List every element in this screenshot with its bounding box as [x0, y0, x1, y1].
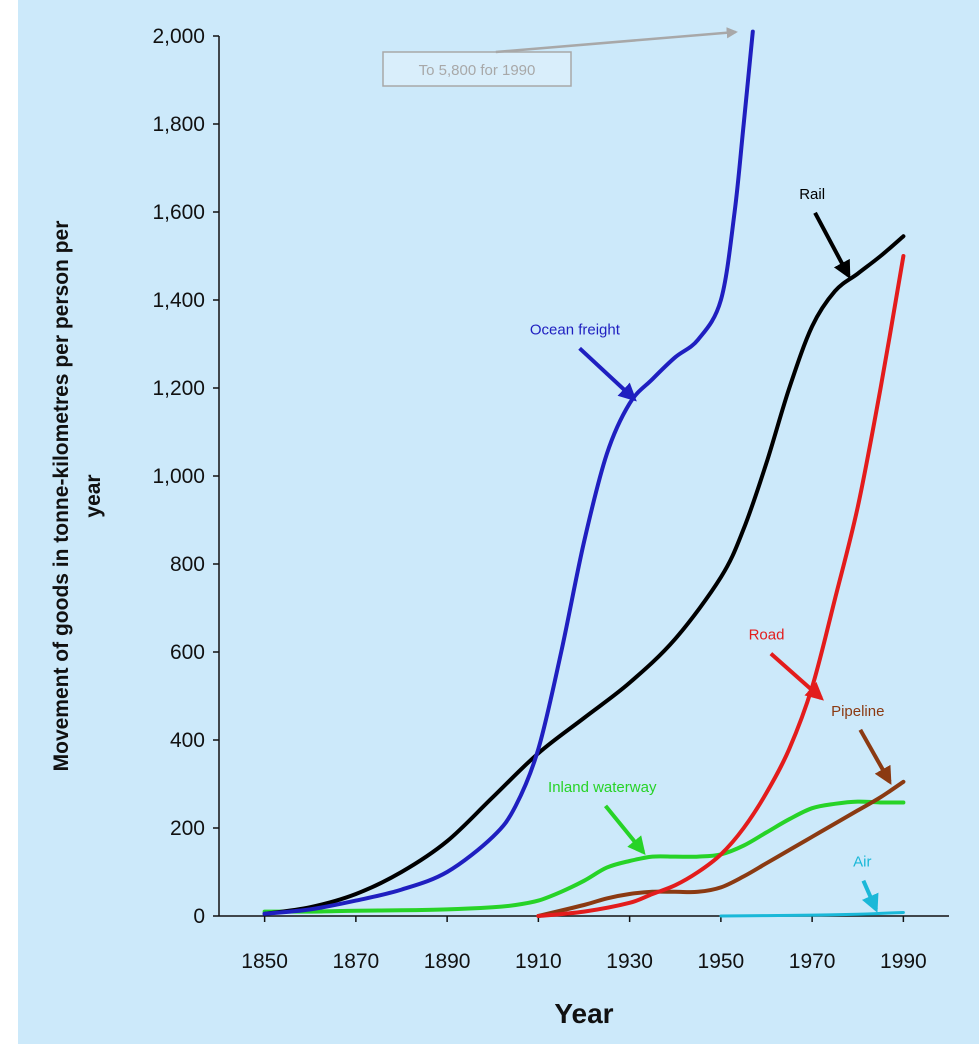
- road-line: [536, 254, 906, 918]
- y-tick-label: 200: [170, 817, 205, 840]
- annotation-arrow: [495, 27, 738, 54]
- y-axis-title-line-1: Movement of goods in tonne-kilometres pe…: [50, 221, 73, 772]
- annotation-text: To 5,800 for 1990: [419, 62, 536, 79]
- road-label-arrow: [769, 652, 824, 701]
- x-tick-label: 1970: [789, 950, 836, 973]
- ocean-freight-label-arrow: [578, 346, 637, 402]
- x-tick-label: 1910: [515, 950, 562, 973]
- air-label: Air: [853, 854, 871, 871]
- x-tick-label: 1850: [241, 950, 288, 973]
- x-tick-label: 1930: [606, 950, 653, 973]
- x-tick-label: 1870: [333, 950, 380, 973]
- pipeline-label: Pipeline: [831, 703, 884, 720]
- x-tick-label: 1950: [698, 950, 745, 973]
- y-tick-label: 0: [193, 905, 205, 928]
- y-tick-label: 1,000: [152, 465, 205, 488]
- y-tick-label: 800: [170, 553, 205, 576]
- freight-chart: 0 200 400 600 800 1,000 1,200 1,400 1,600 1,800 2,…: [18, 0, 979, 1044]
- x-axis-title: Year: [554, 998, 613, 1029]
- x-tick-label: 1890: [424, 950, 471, 973]
- ocean-freight-line: [262, 29, 755, 916]
- rail-line: [262, 234, 906, 916]
- plot-background: [18, 0, 979, 1044]
- series-labels: Ocean freight Rail Road Pipeline Inland wate…: [530, 186, 892, 913]
- y-tick-label: 600: [170, 641, 205, 664]
- annotation-box: [382, 51, 572, 87]
- air-line: [719, 911, 905, 918]
- y-tick-label: 1,400: [152, 289, 205, 312]
- axes: 0 200 400 600 800 1,000 1,200 1,400 1,600 1,800 2,…: [152, 25, 949, 973]
- series-lines: [262, 29, 906, 918]
- inland-waterway-label: Inland waterway: [548, 779, 657, 796]
- pipeline-label-arrow: [858, 728, 892, 785]
- air-label-arrow: [861, 879, 879, 913]
- rail-label: Rail: [799, 186, 825, 203]
- ocean-freight-label: Ocean freight: [530, 321, 621, 338]
- y-tick-label: 1,800: [152, 113, 205, 136]
- y-tick-label: 2,000: [152, 25, 205, 48]
- road-label: Road: [749, 627, 785, 644]
- annotation: To 5,800 for 1990: [382, 27, 738, 87]
- y-axis-title-line-2: year: [82, 474, 105, 517]
- y-tick-label: 1,600: [152, 201, 205, 224]
- y-axis-title: Movement of goods in tonne-kilometres pe…: [50, 221, 105, 772]
- inland-waterway-label-arrow: [603, 804, 646, 855]
- chart-container: 0 200 400 600 800 1,000 1,200 1,400 1,600 1,800 2,…: [18, 0, 979, 1044]
- rail-label-arrow: [813, 211, 851, 279]
- y-tick-label: 1,200: [152, 377, 205, 400]
- inland-waterway-line: [262, 799, 906, 914]
- y-tick-label: 400: [170, 729, 205, 752]
- pipeline-line: [536, 779, 906, 918]
- x-tick-label: 1990: [880, 950, 927, 973]
